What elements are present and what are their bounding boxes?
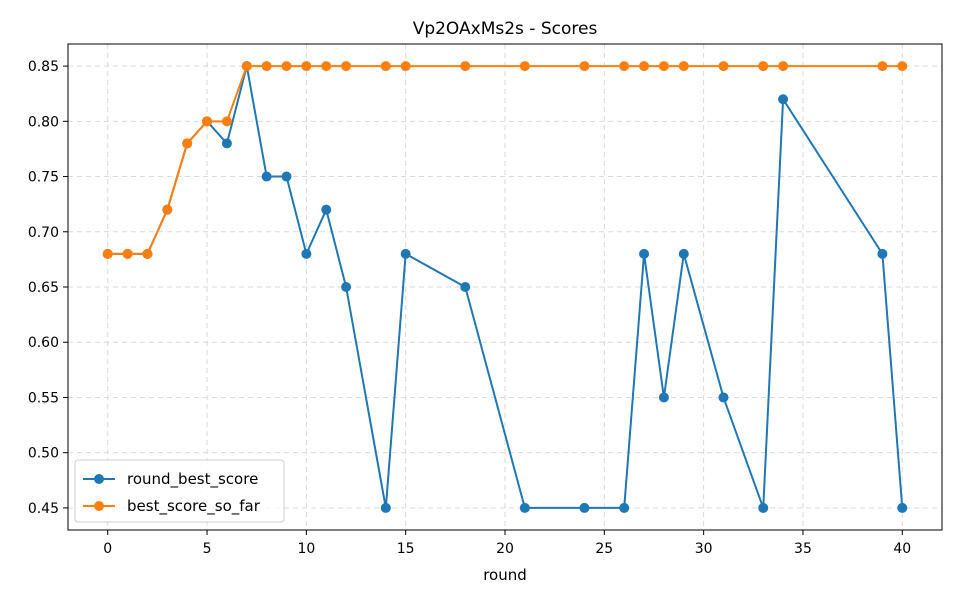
- data-point-round-best-score: [341, 282, 352, 292]
- data-point-round-best-score: [460, 282, 471, 292]
- grid-lines: [68, 44, 942, 530]
- data-point-best-score-so-far: [142, 248, 153, 259]
- data-point-best-score-so-far: [579, 61, 590, 72]
- data-point-best-score-so-far: [778, 61, 789, 72]
- data-point-best-score-so-far: [658, 61, 669, 72]
- data-point-round-best-score: [619, 502, 630, 513]
- data-point-best-score-so-far: [758, 61, 769, 72]
- data-point-best-score-so-far: [182, 138, 193, 149]
- x-tick-label: 10: [297, 541, 315, 557]
- x-tick-label: 0: [103, 541, 112, 557]
- data-point-best-score-so-far: [102, 248, 113, 259]
- legend-label-round-best-score: round_best_score: [127, 470, 258, 489]
- data-point-round-best-score: [380, 502, 391, 513]
- data-point-round-best-score: [718, 392, 729, 403]
- x-tick-label: 5: [203, 541, 212, 557]
- data-point-round-best-score: [221, 138, 232, 149]
- data-point-best-score-so-far: [877, 61, 888, 72]
- y-tick-label: 0.50: [28, 446, 59, 462]
- y-tick-label: 0.85: [28, 59, 59, 75]
- y-tick-label: 0.75: [28, 170, 59, 186]
- legend-label-best-score-so-far: best_score_so_far: [127, 497, 261, 516]
- y-axis-ticks: 0.45 0.50 0.55 0.60 0.65 0.70 0.75 0.80 0.85: [28, 59, 68, 517]
- y-tick-label: 0.45: [28, 501, 59, 517]
- data-point-best-score-so-far: [718, 61, 729, 72]
- x-tick-label: 30: [695, 541, 713, 557]
- data-point-round-best-score: [321, 204, 332, 215]
- data-point-best-score-so-far: [221, 116, 232, 127]
- data-point-best-score-so-far: [619, 61, 630, 72]
- data-point-best-score-so-far: [400, 61, 411, 72]
- legend-marker-best-score-so-far: [94, 501, 104, 511]
- data-point-best-score-so-far: [261, 61, 272, 72]
- data-point-round-best-score: [678, 248, 689, 259]
- data-point-best-score-so-far: [678, 61, 689, 72]
- data-point-best-score-so-far: [122, 248, 133, 259]
- data-point-best-score-so-far: [162, 204, 173, 215]
- data-point-best-score-so-far: [341, 61, 352, 72]
- y-tick-label: 0.70: [28, 225, 59, 241]
- y-tick-label: 0.80: [28, 114, 59, 130]
- data-point-best-score-so-far: [281, 61, 292, 72]
- y-tick-label: 0.60: [28, 335, 59, 351]
- data-point-best-score-so-far: [202, 116, 213, 127]
- data-point-best-score-so-far: [519, 61, 530, 72]
- data-point-round-best-score: [778, 94, 789, 105]
- y-tick-label: 0.55: [28, 390, 59, 406]
- data-point-round-best-score: [281, 171, 292, 182]
- data-point-best-score-so-far: [321, 61, 332, 72]
- x-axis-ticks: 0 5 10 15 20 25 30 35 40: [103, 530, 911, 557]
- data-point-round-best-score: [261, 171, 272, 182]
- legend: round_best_score best_score_so_far: [74, 459, 285, 523]
- x-tick-label: 25: [595, 541, 613, 557]
- chart-title: Vp2OAxMs2s - Scores: [413, 19, 598, 39]
- x-axis-label: round: [483, 566, 527, 584]
- x-tick-label: 15: [397, 541, 415, 557]
- data-point-round-best-score: [658, 392, 669, 403]
- x-tick-label: 40: [893, 541, 911, 557]
- data-point-round-best-score: [897, 502, 908, 513]
- data-point-best-score-so-far: [241, 61, 252, 72]
- data-point-round-best-score: [639, 248, 650, 259]
- data-point-round-best-score: [301, 248, 312, 259]
- data-point-best-score-so-far: [897, 61, 908, 72]
- legend-box: [74, 459, 285, 523]
- x-tick-label: 35: [794, 541, 812, 557]
- y-tick-label: 0.65: [28, 280, 59, 296]
- data-point-round-best-score: [400, 248, 411, 259]
- data-point-best-score-so-far: [301, 61, 312, 72]
- data-point-best-score-so-far: [639, 61, 650, 72]
- series-layer: [102, 61, 908, 513]
- x-tick-label: 20: [496, 541, 514, 557]
- data-point-round-best-score: [758, 502, 769, 513]
- data-point-round-best-score: [579, 502, 590, 513]
- data-point-round-best-score: [519, 502, 530, 513]
- legend-marker-round-best-score: [94, 474, 104, 484]
- data-point-best-score-so-far: [460, 61, 471, 72]
- data-point-round-best-score: [877, 248, 888, 259]
- data-point-best-score-so-far: [380, 61, 391, 72]
